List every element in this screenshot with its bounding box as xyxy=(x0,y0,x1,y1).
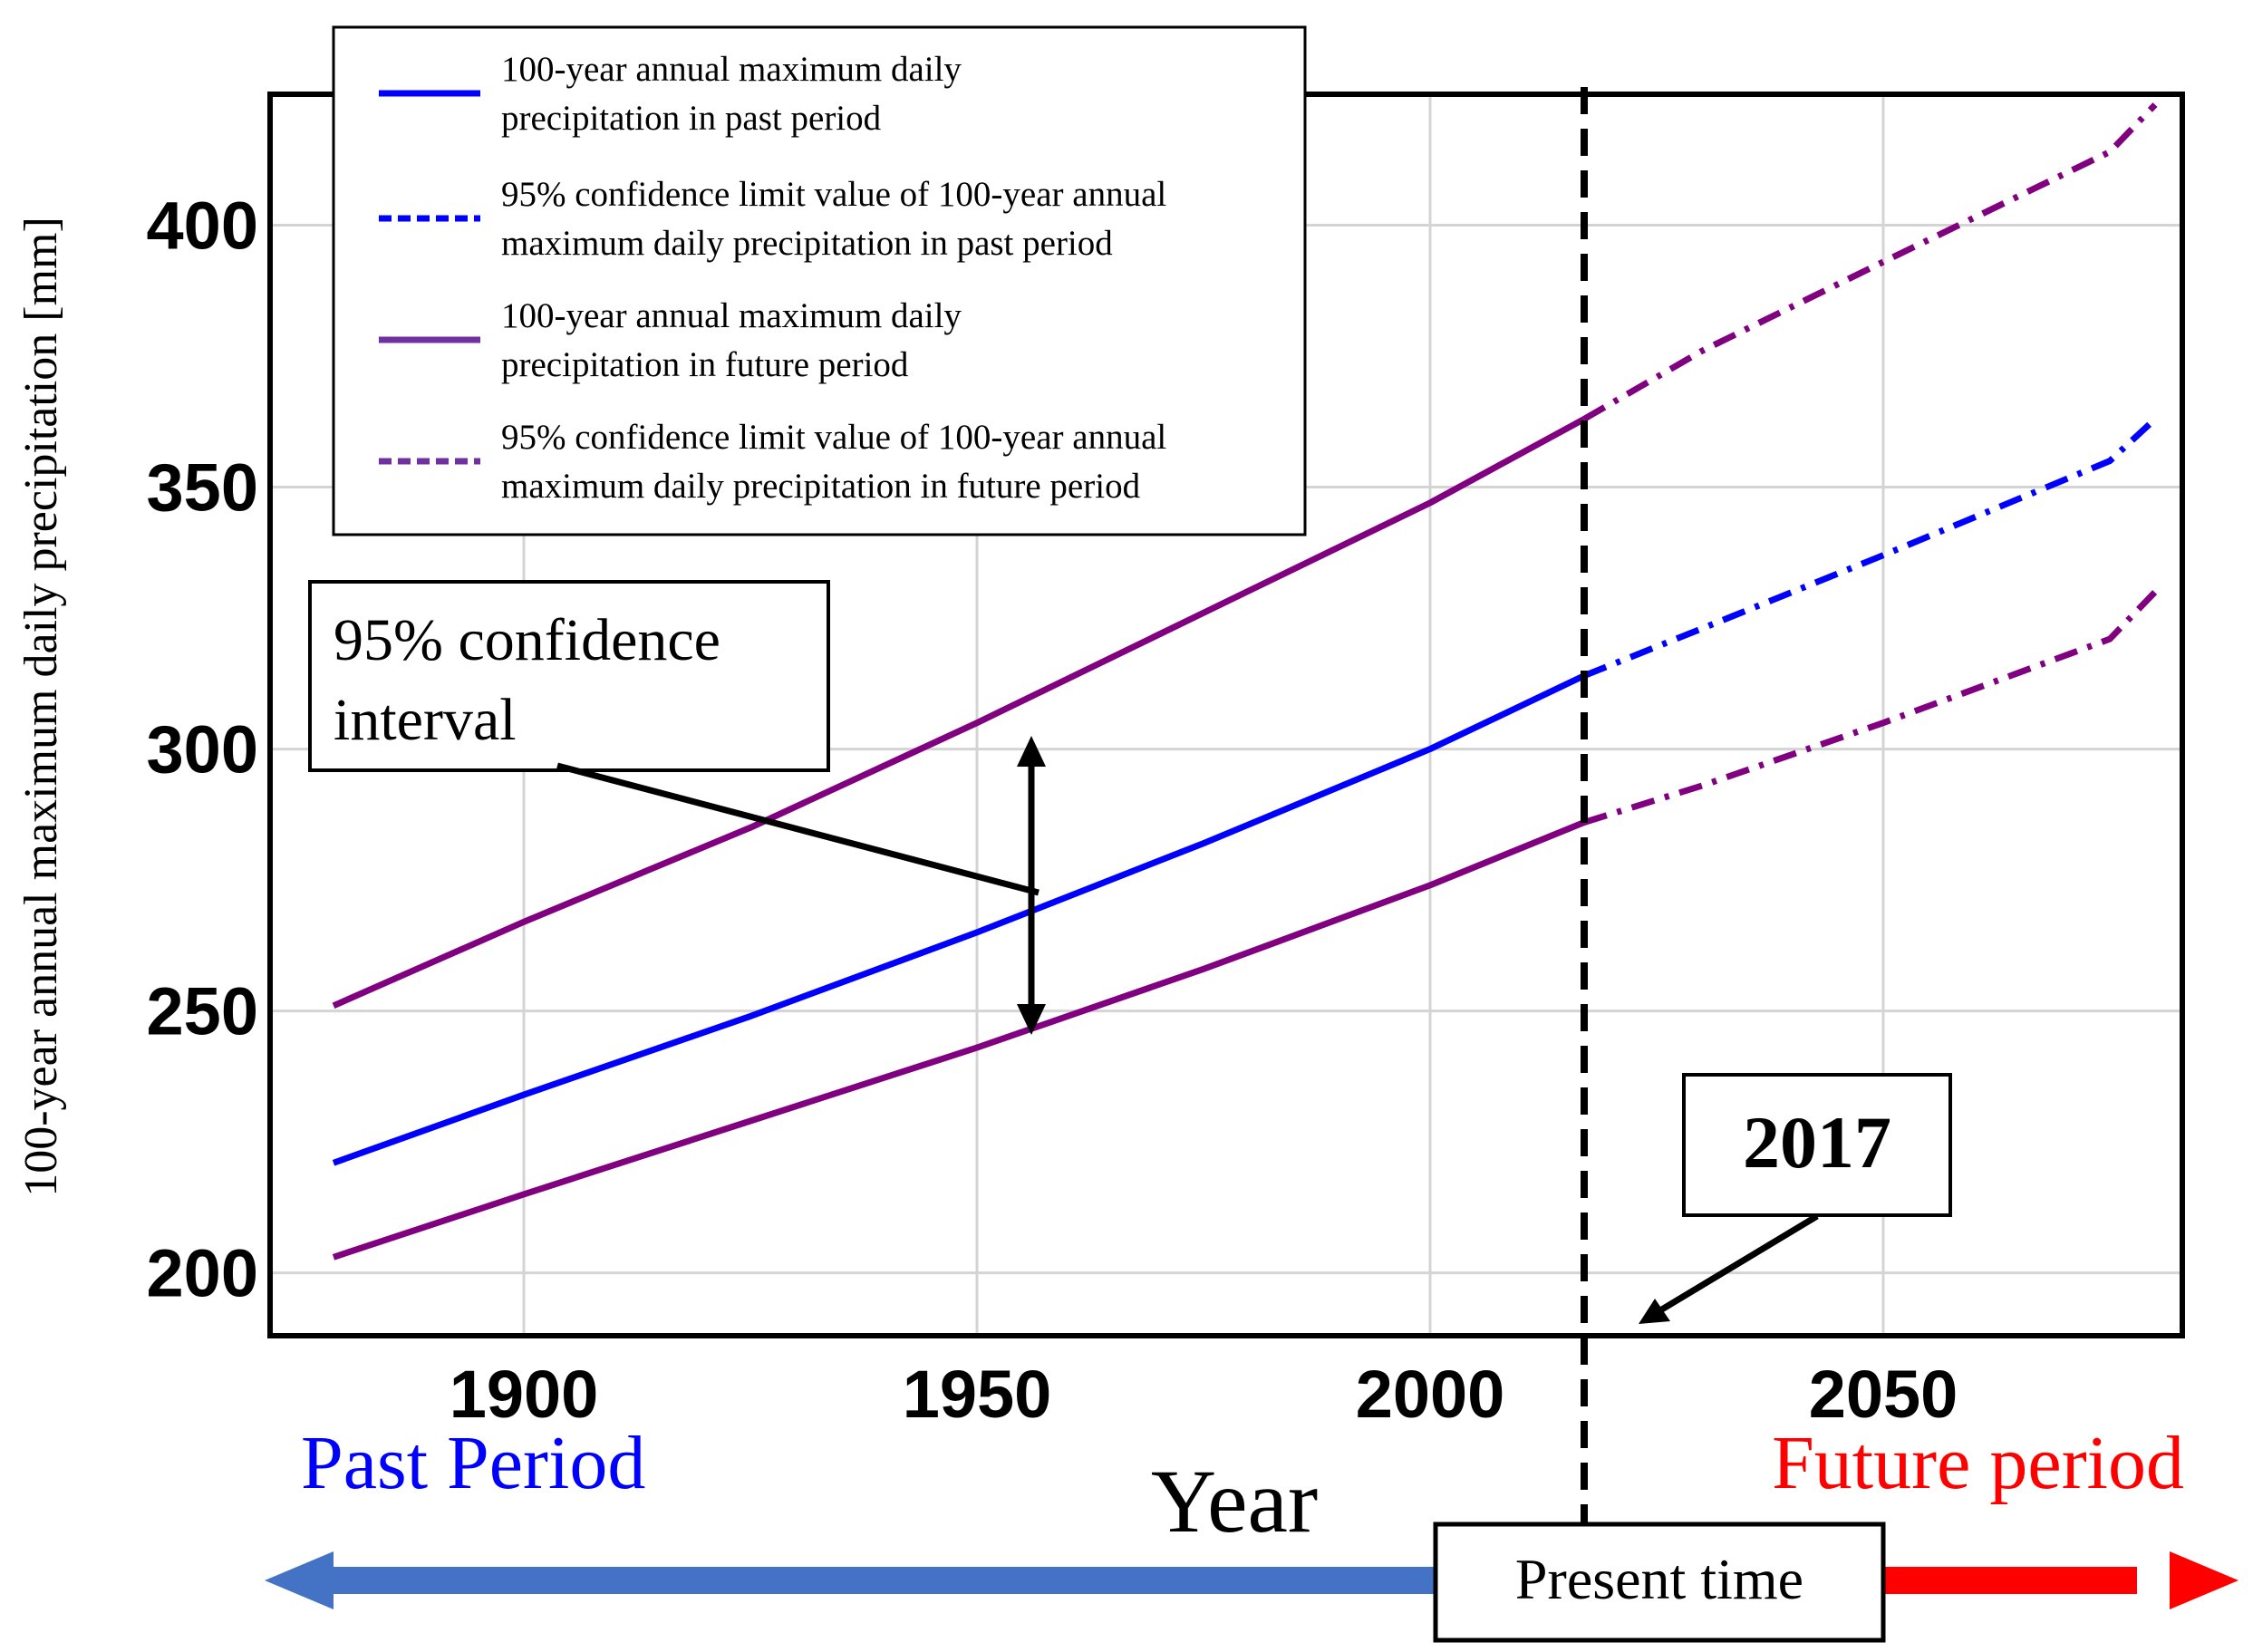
timeline: Present time xyxy=(265,1522,2238,1643)
y-tick-label: 400 xyxy=(147,188,258,264)
confidence-interval-box xyxy=(308,580,830,772)
y-tick-label: 300 xyxy=(147,712,258,787)
series-line-future-2 xyxy=(1582,589,2158,826)
past-period-label: Past Period xyxy=(301,1421,645,1505)
confidence-interval-arrowhead-down xyxy=(1017,1004,1046,1035)
future-arrow-shaft xyxy=(1883,1567,2137,1594)
confidence-interval-pointer xyxy=(556,762,1039,896)
legend-entry: 100-year annual maximum daily precipitati… xyxy=(501,50,962,138)
present-year-annotation: 2017 xyxy=(1639,1073,1952,1324)
y-axis-label: 100-year annual maximum daily precipitat… xyxy=(15,217,67,1197)
legend-entry: 95% confidence limit value of 100-year a… xyxy=(501,418,1166,506)
y-tick-label: 350 xyxy=(147,450,258,526)
legend-entry: 100-year annual maximum daily precipitati… xyxy=(501,296,962,384)
series-line-past-2 xyxy=(332,819,1586,1261)
x-tick-label: 2000 xyxy=(1356,1357,1505,1432)
y-tick-label: 250 xyxy=(147,974,258,1049)
legend-entry: 95% confidence limit value of 100-year a… xyxy=(501,175,1166,263)
series-line-future-1 xyxy=(1582,102,2158,422)
axis-ticks: 1900 1950 2000 2050 200 250 300 350 400 xyxy=(147,188,1958,1432)
x-tick-label: 2050 xyxy=(1809,1357,1958,1432)
year-box xyxy=(1682,1073,1952,1217)
legend: 100-year annual maximum daily precipitati… xyxy=(332,25,1307,536)
confidence-interval-annotation: 95% confidence interval xyxy=(308,580,1046,1035)
x-tick-label: 1900 xyxy=(450,1357,599,1432)
future-period-label: Future period xyxy=(1772,1421,2184,1505)
x-tick-label: 1950 xyxy=(903,1357,1052,1432)
series-line-future-0 xyxy=(1582,416,2158,679)
legend-box xyxy=(332,25,1307,536)
past-arrow-shaft xyxy=(326,1567,1441,1594)
series-line-past-1 xyxy=(332,416,1586,1010)
present-time-box xyxy=(1433,1522,1886,1643)
series-lines xyxy=(332,102,2158,1261)
year-pointer xyxy=(1658,1213,1819,1313)
future-arrow-head xyxy=(2170,1551,2238,1609)
present-time-label: Present time xyxy=(1515,1547,1803,1611)
past-arrow-head xyxy=(265,1551,334,1609)
y-tick-label: 200 xyxy=(147,1236,258,1311)
confidence-interval-label: 95% confidence interval xyxy=(334,607,720,753)
year-box-label: 2017 xyxy=(1743,1101,1891,1183)
confidence-interval-arrowhead-up xyxy=(1017,736,1046,767)
series-line-past-0 xyxy=(332,672,1586,1166)
x-axis-label: Year xyxy=(1151,1451,1318,1551)
year-pointer-arrowhead xyxy=(1639,1299,1670,1324)
